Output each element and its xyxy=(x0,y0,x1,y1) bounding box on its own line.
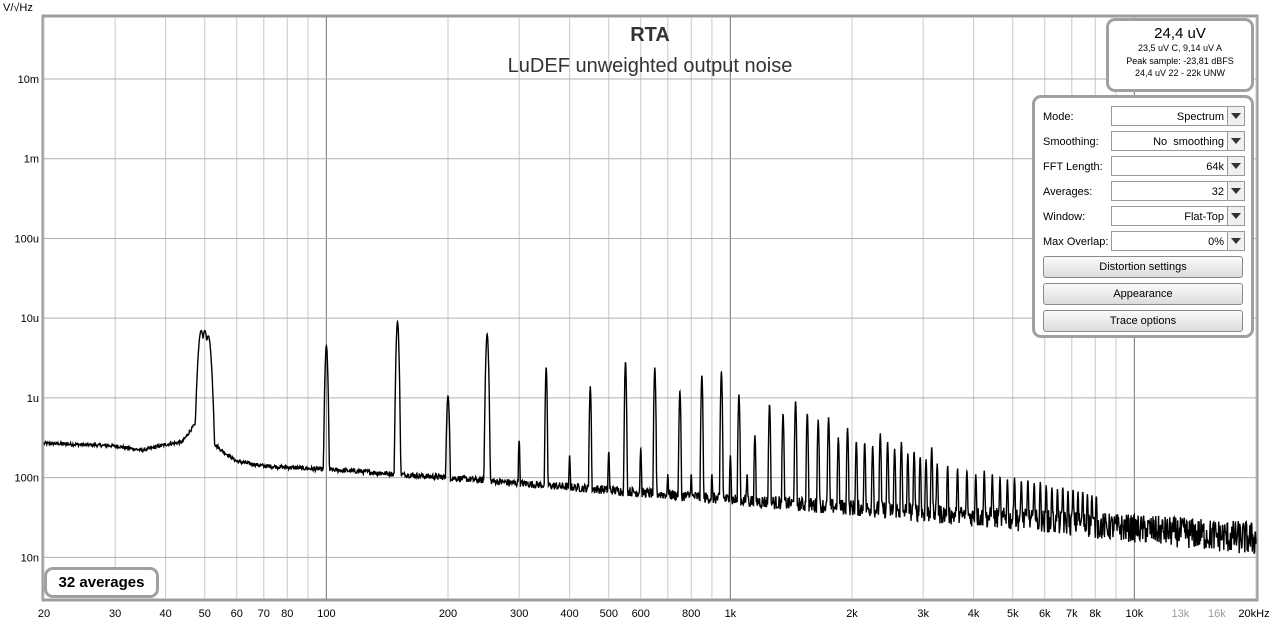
x-tick-label: 60 xyxy=(231,608,243,620)
x-tick-label: 600 xyxy=(632,608,650,620)
fft-length-row: FFT Length: 64k xyxy=(1043,156,1247,178)
window-row: Window: Flat-Top xyxy=(1043,206,1247,228)
averages-label: Averages: xyxy=(1043,186,1093,198)
x-tick-label: 16k xyxy=(1208,608,1226,620)
chevron-down-icon[interactable] xyxy=(1227,232,1244,250)
mode-value: Spectrum xyxy=(1176,111,1224,123)
distortion-settings-button[interactable]: Distortion settings xyxy=(1043,256,1243,278)
x-tick-label: 50 xyxy=(199,608,211,620)
x-tick-label: 500 xyxy=(600,608,618,620)
x-axis-tick-labels: 20 30 40 50 60 70 80 100 200 300 400 500 600 800 1k 2k 3… xyxy=(38,608,1270,620)
window-select[interactable]: Flat-Top xyxy=(1111,206,1245,226)
level-readout-panel: 24,4 uV 23,5 uV C, 9,14 uV A Peak sample… xyxy=(1106,18,1254,92)
y-axis-tick-labels: 10m 1m 100u 10u 1u 100n 10n xyxy=(15,74,39,564)
fft-length-value: 64k xyxy=(1206,161,1224,173)
series-trace xyxy=(43,319,1257,554)
appearance-button[interactable]: Appearance xyxy=(1043,283,1243,305)
chart-title: RTA xyxy=(630,24,670,46)
smoothing-select[interactable]: No smoothing xyxy=(1111,131,1245,151)
rta-controls-panel: Mode: Spectrum Smoothing: No smoothing F… xyxy=(1032,95,1254,338)
x-tick-label: 4k xyxy=(968,608,980,620)
mode-label: Mode: xyxy=(1043,111,1074,123)
y-tick-label: 10m xyxy=(18,74,39,86)
x-tick-label: 800 xyxy=(682,608,700,620)
x-tick-label: 300 xyxy=(510,608,528,620)
y-tick-label: 100n xyxy=(15,473,39,485)
averages-value: 32 xyxy=(1211,186,1224,198)
y-tick-label: 1m xyxy=(24,154,39,166)
x-tick-label: 100 xyxy=(317,608,335,620)
x-tick-label: 8k xyxy=(1089,608,1101,620)
y-tick-label: 10n xyxy=(21,552,39,564)
max-overlap-row: Max Overlap: 0% xyxy=(1043,231,1247,253)
chart-grid xyxy=(43,17,1257,599)
y-tick-label: 10u xyxy=(21,313,39,325)
chart-subtitle: LuDEF unweighted output noise xyxy=(508,55,793,77)
max-overlap-value: 0% xyxy=(1208,236,1224,248)
readout-peak-sample: Peak sample: -23,81 dBFS xyxy=(1126,55,1234,66)
fft-length-label: FFT Length: xyxy=(1043,161,1103,173)
chevron-down-icon[interactable] xyxy=(1227,107,1244,125)
readout-band-value: 24,4 uV 22 - 22k UNW xyxy=(1134,68,1226,78)
max-overlap-label: Max Overlap: xyxy=(1043,236,1109,248)
trace-options-button[interactable]: Trace options xyxy=(1043,310,1243,332)
x-tick-label: 6k xyxy=(1039,608,1051,620)
x-tick-label: 80 xyxy=(281,608,293,620)
chevron-down-icon[interactable] xyxy=(1227,157,1244,175)
x-tick-label: 5k xyxy=(1007,608,1019,620)
x-tick-label: 13k xyxy=(1172,608,1190,620)
y-tick-label: 1u xyxy=(27,393,39,405)
averages-count-badge: 32 averages xyxy=(44,567,159,598)
window-value: Flat-Top xyxy=(1184,211,1224,223)
averages-select[interactable]: 32 xyxy=(1111,181,1245,201)
chevron-down-icon[interactable] xyxy=(1227,132,1244,150)
averages-row: Averages: 32 xyxy=(1043,181,1247,203)
x-tick-label: 200 xyxy=(439,608,457,620)
x-tick-label: 7k xyxy=(1066,608,1078,620)
y-axis-label: V/√Hz xyxy=(3,2,33,14)
x-tick-label: 30 xyxy=(109,608,121,620)
x-tick-label: 1k xyxy=(725,608,737,620)
mode-select[interactable]: Spectrum xyxy=(1111,106,1245,126)
chevron-down-icon[interactable] xyxy=(1227,207,1244,225)
x-tick-label: 2k xyxy=(846,608,858,620)
x-tick-label: 40 xyxy=(159,608,171,620)
mode-row: Mode: Spectrum xyxy=(1043,106,1247,128)
x-tick-label: 3k xyxy=(917,608,929,620)
y-tick-label: 100u xyxy=(15,233,39,245)
x-tick-label: 70 xyxy=(258,608,270,620)
readout-main-value: 24,4 uV xyxy=(1154,25,1206,42)
x-tick-label: 20 xyxy=(38,608,50,620)
smoothing-label: Smoothing: xyxy=(1043,136,1099,148)
x-tick-label: 400 xyxy=(560,608,578,620)
window-label: Window: xyxy=(1043,211,1086,223)
chevron-down-icon[interactable] xyxy=(1227,182,1244,200)
fft-length-select[interactable]: 64k xyxy=(1111,156,1245,176)
smoothing-row: Smoothing: No smoothing xyxy=(1043,131,1247,153)
smoothing-value: No smoothing xyxy=(1153,136,1224,148)
max-overlap-select[interactable]: 0% xyxy=(1111,231,1245,251)
readout-weighted-values: 23,5 uV C, 9,14 uV A xyxy=(1137,43,1223,53)
x-tick-label: 20kHz xyxy=(1238,608,1269,620)
x-tick-label: 10k xyxy=(1126,608,1144,620)
